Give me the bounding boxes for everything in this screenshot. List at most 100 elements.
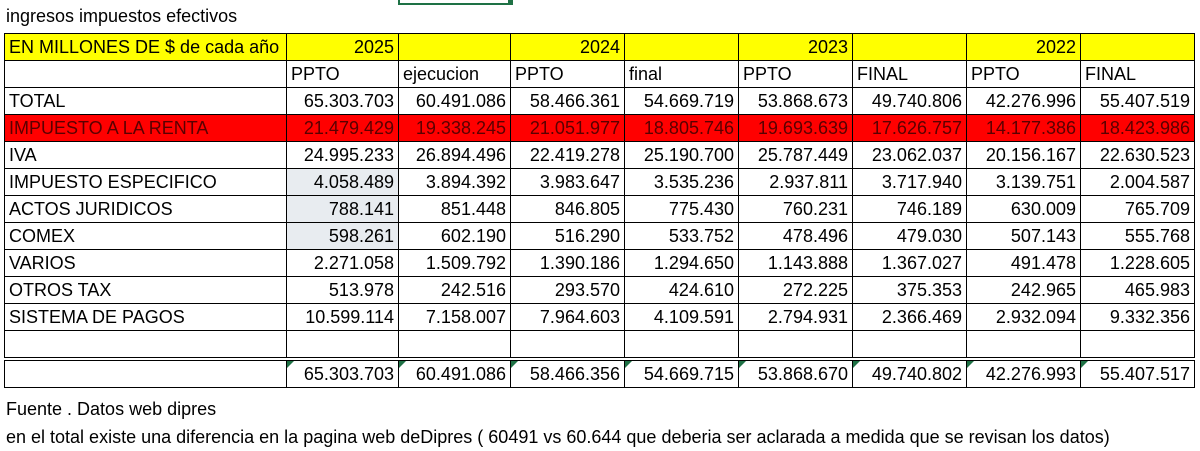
error-indicator-icon[interactable] xyxy=(287,361,294,368)
value-cell[interactable]: 9.332.356 xyxy=(1080,303,1195,331)
total-value-cell[interactable]: 42.276.993 xyxy=(966,360,1081,388)
row-label-cell[interactable]: IVA xyxy=(4,141,287,169)
empty-cell[interactable] xyxy=(738,330,853,358)
value-cell[interactable]: 21.051.977 xyxy=(510,114,625,142)
row-label-cell[interactable]: ACTOS JURIDICOS xyxy=(4,195,287,223)
value-cell[interactable]: 3.139.751 xyxy=(966,168,1081,196)
value-cell[interactable]: 2.937.811 xyxy=(738,168,853,196)
column-type-cell[interactable]: ejecucion xyxy=(398,60,511,88)
value-cell[interactable]: 478.496 xyxy=(738,222,853,250)
total-value-cell[interactable]: 49.740.802 xyxy=(852,360,967,388)
value-cell[interactable]: 513.978 xyxy=(286,276,399,304)
value-cell[interactable]: 55.407.519 xyxy=(1080,87,1195,115)
value-cell[interactable]: 760.231 xyxy=(738,195,853,223)
error-indicator-icon[interactable] xyxy=(739,361,746,368)
year-cell-2023[interactable]: 2023 xyxy=(738,33,853,61)
value-cell[interactable]: 25.787.449 xyxy=(738,141,853,169)
total-value-cell[interactable]: 54.669.715 xyxy=(624,360,739,388)
value-cell[interactable]: 2.366.469 xyxy=(852,303,967,331)
value-cell[interactable]: 2.271.058 xyxy=(286,249,399,277)
column-type-cell[interactable]: FINAL xyxy=(1080,60,1195,88)
value-cell[interactable]: 2.932.094 xyxy=(966,303,1081,331)
value-cell[interactable]: 22.419.278 xyxy=(510,141,625,169)
year-blank-cell[interactable] xyxy=(1080,33,1195,61)
value-cell[interactable]: 602.190 xyxy=(398,222,511,250)
value-cell[interactable]: 516.290 xyxy=(510,222,625,250)
value-cell[interactable]: 242.965 xyxy=(966,276,1081,304)
value-cell[interactable]: 1.143.888 xyxy=(738,249,853,277)
value-cell[interactable]: 3.535.236 xyxy=(624,168,739,196)
value-cell[interactable]: 24.995.233 xyxy=(286,141,399,169)
error-indicator-icon[interactable] xyxy=(399,361,406,368)
value-cell[interactable]: 23.062.037 xyxy=(852,141,967,169)
value-cell[interactable]: 3.894.392 xyxy=(398,168,511,196)
value-cell[interactable]: 1.367.027 xyxy=(852,249,967,277)
value-cell[interactable]: 65.303.703 xyxy=(286,87,399,115)
year-blank-cell[interactable] xyxy=(624,33,739,61)
empty-cell[interactable] xyxy=(966,330,1081,358)
empty-cell[interactable] xyxy=(1080,330,1195,358)
value-cell[interactable]: 598.261 xyxy=(286,222,399,250)
value-cell[interactable]: 58.466.361 xyxy=(510,87,625,115)
empty-cell[interactable] xyxy=(286,330,399,358)
value-cell[interactable]: 293.570 xyxy=(510,276,625,304)
value-cell[interactable]: 17.626.757 xyxy=(852,114,967,142)
value-cell[interactable]: 375.353 xyxy=(852,276,967,304)
value-cell[interactable]: 54.669.719 xyxy=(624,87,739,115)
value-cell[interactable]: 7.158.007 xyxy=(398,303,511,331)
value-cell[interactable]: 3.983.647 xyxy=(510,168,625,196)
value-cell[interactable]: 765.709 xyxy=(1080,195,1195,223)
totals-label-cell[interactable] xyxy=(4,360,287,388)
value-cell[interactable]: 491.478 xyxy=(966,249,1081,277)
value-cell[interactable]: 465.983 xyxy=(1080,276,1195,304)
value-cell[interactable]: 19.693.639 xyxy=(738,114,853,142)
value-cell[interactable]: 2.794.931 xyxy=(738,303,853,331)
value-cell[interactable]: 3.717.940 xyxy=(852,168,967,196)
value-cell[interactable]: 555.768 xyxy=(1080,222,1195,250)
empty-cell[interactable] xyxy=(4,330,287,358)
value-cell[interactable]: 851.448 xyxy=(398,195,511,223)
value-cell[interactable]: 788.141 xyxy=(286,195,399,223)
row-label-cell[interactable]: SISTEMA DE PAGOS xyxy=(4,303,287,331)
value-cell[interactable]: 2.004.587 xyxy=(1080,168,1195,196)
active-cell-outline[interactable] xyxy=(398,0,512,5)
blank-cell[interactable] xyxy=(4,60,287,88)
value-cell[interactable]: 533.752 xyxy=(624,222,739,250)
value-cell[interactable]: 21.479.429 xyxy=(286,114,399,142)
column-type-cell[interactable]: PPTO xyxy=(966,60,1081,88)
value-cell[interactable]: 507.143 xyxy=(966,222,1081,250)
value-cell[interactable]: 10.599.114 xyxy=(286,303,399,331)
value-cell[interactable]: 1.228.605 xyxy=(1080,249,1195,277)
total-value-cell[interactable]: 65.303.703 xyxy=(286,360,399,388)
value-cell[interactable]: 20.156.167 xyxy=(966,141,1081,169)
value-cell[interactable]: 424.610 xyxy=(624,276,739,304)
error-indicator-icon[interactable] xyxy=(967,361,974,368)
column-type-cell[interactable]: PPTO xyxy=(738,60,853,88)
year-cell-2022[interactable]: 2022 xyxy=(966,33,1081,61)
empty-cell[interactable] xyxy=(510,330,625,358)
value-cell[interactable]: 19.338.245 xyxy=(398,114,511,142)
total-value-cell[interactable]: 60.491.086 xyxy=(398,360,511,388)
value-cell[interactable]: 242.516 xyxy=(398,276,511,304)
value-cell[interactable]: 49.740.806 xyxy=(852,87,967,115)
value-cell[interactable]: 42.276.996 xyxy=(966,87,1081,115)
row-label-cell[interactable]: IMPUESTO A LA RENTA xyxy=(4,114,287,142)
row-label-cell[interactable]: TOTAL xyxy=(4,87,287,115)
value-cell[interactable]: 22.630.523 xyxy=(1080,141,1195,169)
value-cell[interactable]: 53.868.673 xyxy=(738,87,853,115)
row-label-cell[interactable]: COMEX xyxy=(4,222,287,250)
error-indicator-icon[interactable] xyxy=(625,361,632,368)
value-cell[interactable]: 7.964.603 xyxy=(510,303,625,331)
value-cell[interactable]: 18.805.746 xyxy=(624,114,739,142)
total-value-cell[interactable]: 58.466.356 xyxy=(510,360,625,388)
value-cell[interactable]: 1.294.650 xyxy=(624,249,739,277)
row-label-cell[interactable]: OTROS TAX xyxy=(4,276,287,304)
row-label-cell[interactable]: VARIOS xyxy=(4,249,287,277)
value-cell[interactable]: 60.491.086 xyxy=(398,87,511,115)
value-cell[interactable]: 4.058.489 xyxy=(286,168,399,196)
total-value-cell[interactable]: 55.407.517 xyxy=(1080,360,1195,388)
value-cell[interactable]: 846.805 xyxy=(510,195,625,223)
value-cell[interactable]: 14.177.386 xyxy=(966,114,1081,142)
value-cell[interactable]: 630.009 xyxy=(966,195,1081,223)
error-indicator-icon[interactable] xyxy=(1081,361,1088,368)
